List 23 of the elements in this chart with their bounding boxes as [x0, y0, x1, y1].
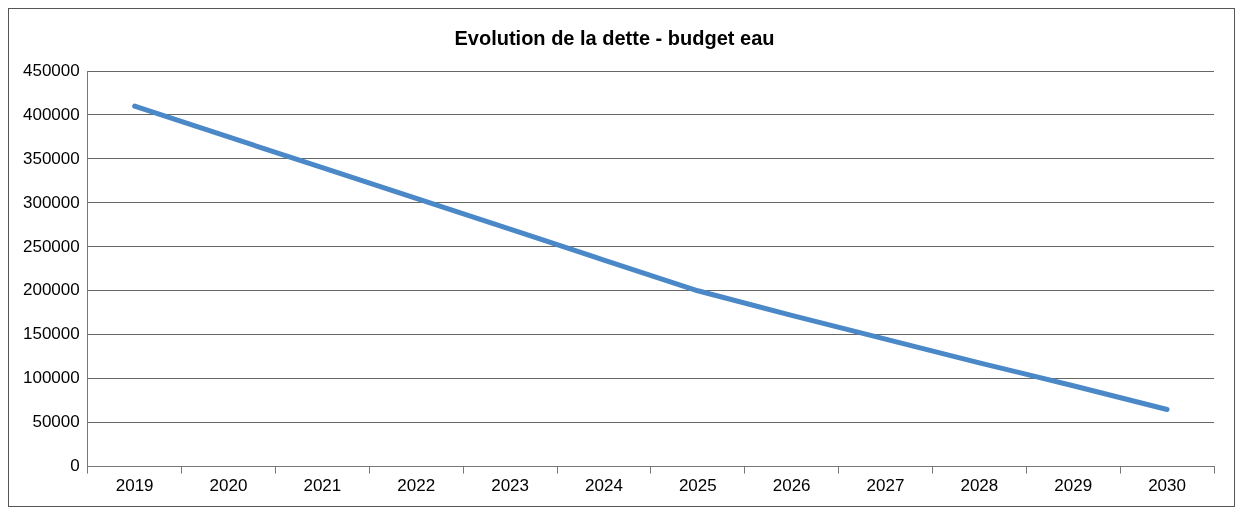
y-tick-label: 400000: [22, 104, 80, 124]
x-tick-label: 2022: [397, 476, 436, 496]
y-tick-label: 300000: [22, 192, 80, 212]
y-tick-label: 150000: [22, 324, 80, 344]
x-tick-label: 2026: [772, 476, 811, 496]
x-tick-label: 2025: [678, 476, 717, 496]
x-tick-label: 2028: [960, 476, 999, 496]
y-tick-label: 200000: [22, 280, 80, 300]
x-tick-label: 2024: [585, 476, 623, 496]
x-tick-label: 2021: [303, 476, 342, 496]
x-tick-label: 2023: [491, 476, 529, 496]
y-tick-label: 350000: [22, 148, 80, 168]
x-tick-label: 2030: [1148, 476, 1186, 496]
y-tick-label: 50000: [32, 412, 80, 432]
y-tick-label: 0: [70, 456, 80, 476]
y-tick-label: 250000: [22, 236, 80, 256]
y-tick-label: 100000: [22, 368, 80, 388]
x-tick-label: 2019: [115, 476, 154, 496]
x-tick-label: 2027: [866, 476, 905, 496]
y-tick-label: 450000: [22, 60, 80, 80]
x-tick-label: 2029: [1054, 476, 1093, 496]
x-tick-label: 2020: [209, 476, 248, 496]
chart-title: Evolution de la dette - budget eau: [454, 26, 775, 49]
